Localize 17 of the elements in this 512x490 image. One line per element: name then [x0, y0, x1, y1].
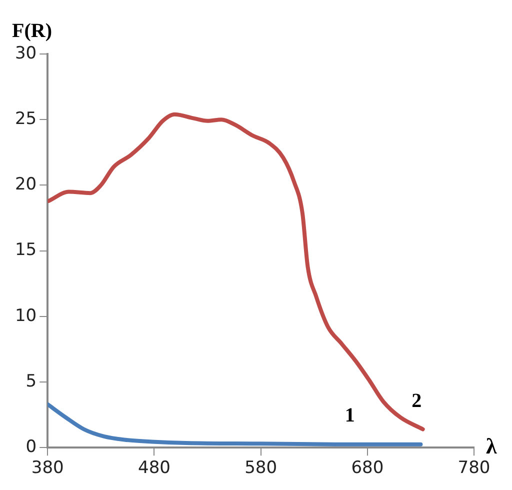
series-label: 1	[344, 404, 355, 426]
x-tick-label: 480	[138, 458, 170, 478]
y-tick-label: 0	[26, 437, 37, 458]
y-axis-title: F(R)	[12, 20, 52, 42]
x-tick-label: 380	[31, 458, 64, 478]
x-tick-label: 680	[351, 458, 384, 478]
series-label: 2	[412, 390, 422, 412]
y-tick-label: 15	[14, 240, 37, 260]
x-tick-label: 580	[244, 458, 278, 478]
line-series	[48, 112, 425, 432]
y-tick-label: 5	[26, 371, 37, 392]
y-tick-label: 30	[14, 43, 37, 64]
y-tick-label: 10	[14, 306, 37, 326]
y-tick-label: 20	[14, 174, 37, 195]
x-tick-label: 780	[458, 458, 490, 478]
y-tick-label: 25	[14, 109, 37, 130]
x-axis-title: λ	[486, 433, 497, 458]
